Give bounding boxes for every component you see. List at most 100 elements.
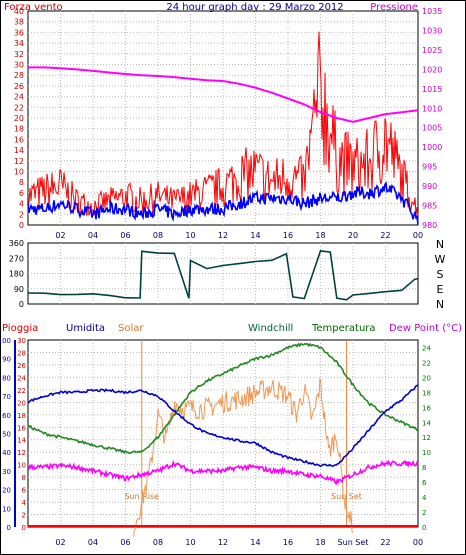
rain-tick-label: 30 <box>17 337 26 345</box>
wind-tick-label: 4 <box>19 200 24 209</box>
x-tick-label: 08 <box>153 538 163 547</box>
direction-tick-label: 360 <box>9 239 24 248</box>
temperature-tick-label: 4 <box>422 494 427 502</box>
x-tick-label: 14 <box>250 538 260 547</box>
x-tick-label: 04 <box>88 538 98 547</box>
chart-title: 24 hour graph day : 29 Marzo 2012 <box>166 2 343 13</box>
temperature-tick-label: 8 <box>422 464 426 472</box>
x-tick-label: 16 <box>283 538 293 547</box>
pressure-tick-label: 1015 <box>422 85 442 94</box>
x-tick-label: 18 <box>315 538 325 547</box>
x-tick-label: 02 <box>55 231 65 240</box>
legend-windchill: Windchill <box>248 323 293 334</box>
humidity-tick-label: 70 <box>2 393 11 401</box>
temperature-series-line <box>27 342 419 455</box>
wind-tick-label: 34 <box>14 39 24 48</box>
humidity-tick-label: 60 <box>2 412 11 420</box>
compass-label: E <box>437 283 444 296</box>
panel3-plot: 0246810121416182022242628300102030405060… <box>0 337 431 547</box>
legend-dew-point: Dew Point (°C) <box>389 323 462 334</box>
compass-label: N <box>436 298 444 311</box>
rain-tick-label: 2 <box>22 512 26 520</box>
compass-label: N <box>436 238 444 251</box>
x-tick-label: 06 <box>120 231 130 240</box>
compass-label: W <box>435 253 446 266</box>
humidity-tick-label: 90 <box>2 356 11 364</box>
x-tick-label: 18 <box>315 231 325 240</box>
wind-tick-label: 30 <box>14 61 24 70</box>
wind-tick-label: 8 <box>19 178 24 187</box>
pressure-tick-label: 980 <box>422 221 437 230</box>
direction-tick-label: 270 <box>9 254 24 263</box>
x-tick-label: 02 <box>55 538 65 547</box>
wind-tick-label: 26 <box>14 82 24 91</box>
compass-label: S <box>437 268 444 281</box>
rain-tick-label: 24 <box>17 374 26 382</box>
x-tick-label: 16 <box>283 231 293 240</box>
wind-tick-label: 6 <box>19 189 24 198</box>
wind-tick-label: 38 <box>14 18 24 27</box>
wind-tick-label: 32 <box>14 50 24 59</box>
pressure-tick-label: 1010 <box>422 104 442 113</box>
x-tick-label: 22 <box>380 538 390 547</box>
direction-series-line <box>27 250 419 301</box>
pressure-tick-label: 985 <box>422 202 437 211</box>
pressure-tick-label: 1020 <box>422 65 442 74</box>
temperature-tick-label: 24 <box>422 344 431 352</box>
humidity-tick-label: 20 <box>2 487 11 495</box>
pressure-tick-label: 1030 <box>422 26 442 35</box>
temperature-tick-label: 20 <box>422 374 431 382</box>
wind-tick-label: 18 <box>14 125 24 134</box>
humidity-tick-label: 50 <box>2 431 11 439</box>
legend-umidita: Umidita <box>66 323 105 334</box>
wind-axis-label: Forza vento <box>4 2 63 13</box>
solar-series-line <box>133 378 354 537</box>
x-tick-label: 10 <box>185 231 195 240</box>
wind-tick-label: 0 <box>19 221 24 230</box>
wind-tick-label: 24 <box>14 93 24 102</box>
x-tick-label: Sun Set <box>338 538 369 547</box>
x-tick-label: 04 <box>88 231 98 240</box>
x-tick-label: 14 <box>250 231 260 240</box>
rain-tick-label: 6 <box>22 487 27 495</box>
wind-tick-label: 28 <box>14 71 24 80</box>
legend-solar: Solar <box>118 323 144 334</box>
x-tick-label: 10 <box>185 538 195 547</box>
wind-tick-label: 14 <box>14 146 24 155</box>
humidity-tick-label: 10 <box>2 505 11 513</box>
legend-pioggia: Pioggia <box>2 323 38 334</box>
pressure-series-line <box>28 66 419 123</box>
humidity-tick-label: 100 <box>0 337 11 345</box>
wind-tick-label: 2 <box>19 210 24 219</box>
pressure-tick-label: 1035 <box>422 7 442 16</box>
legend-temperatura: Temperatura <box>311 323 376 334</box>
temperature-tick-label: 2 <box>422 509 426 517</box>
temperature-tick-label: 12 <box>422 434 431 442</box>
wind-tick-label: 12 <box>14 157 24 166</box>
rain-tick-label: 12 <box>17 449 26 457</box>
rain-tick-label: 18 <box>17 412 26 420</box>
rain-tick-label: 22 <box>17 387 26 395</box>
x-tick-label: 22 <box>380 231 390 240</box>
direction-tick-label: 90 <box>14 285 24 294</box>
humidity-tick-label: 40 <box>2 449 11 457</box>
direction-tick-label: 0 <box>19 300 24 309</box>
rain-tick-label: 10 <box>17 462 26 470</box>
rain-tick-label: 4 <box>22 499 27 507</box>
pressure-axis-label: Pressione <box>370 2 418 13</box>
pressure-tick-label: 1005 <box>422 124 442 133</box>
rain-tick-label: 0 <box>22 524 26 532</box>
temperature-tick-label: 10 <box>422 449 431 457</box>
pressure-tick-label: 1000 <box>422 143 442 152</box>
wind-tick-label: 16 <box>14 135 24 144</box>
rain-tick-label: 28 <box>17 349 26 357</box>
x-tick-label: 12 <box>218 538 228 547</box>
humidity-tick-label: 80 <box>2 374 11 382</box>
wind-tick-label: 36 <box>14 28 24 37</box>
x-tick-label: 08 <box>153 231 163 240</box>
wind-tick-label: 20 <box>14 114 24 123</box>
dewpoint-series-line <box>27 459 419 486</box>
wind-tick-label: 40 <box>14 7 24 16</box>
